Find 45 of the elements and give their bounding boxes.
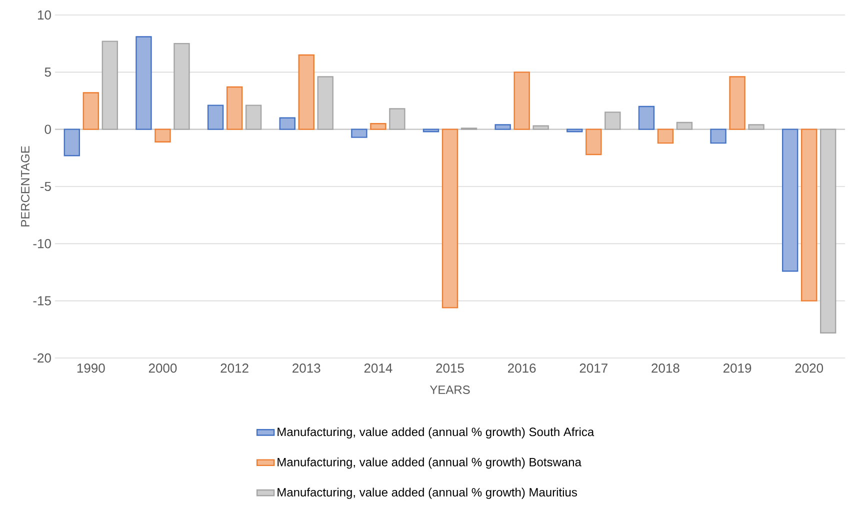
bar <box>226 86 243 130</box>
bar <box>136 36 152 130</box>
bar <box>154 128 171 143</box>
x-tick-label: 2013 <box>292 364 320 373</box>
bar <box>351 128 368 138</box>
bar <box>801 128 818 302</box>
y-axis-title: PERCENTAGE <box>20 146 30 226</box>
x-axis-title: YEARS <box>430 386 470 394</box>
y-tick-label: -20 <box>33 353 51 363</box>
x-tick-label: 2018 <box>652 364 680 373</box>
bar <box>657 128 674 144</box>
bar <box>494 124 511 130</box>
y-tick-label: 5 <box>44 68 51 77</box>
x-tick-label: 2020 <box>795 364 824 373</box>
bar <box>729 76 746 130</box>
legend-label: Manufacturing, value added (annual % growth) Botswana <box>278 458 582 469</box>
bar <box>207 104 224 130</box>
bar <box>442 128 458 308</box>
x-tick-label: 2019 <box>723 364 752 373</box>
legend-label: Manufacturing, value added (annual % growth) South Africa <box>278 427 594 439</box>
y-tick-label: -15 <box>33 296 51 306</box>
bar <box>586 128 602 156</box>
bar <box>566 128 583 132</box>
bar <box>782 128 798 272</box>
x-tick-label: 2012 <box>220 364 248 373</box>
y-tick-label: -10 <box>33 239 51 248</box>
x-tick-label: 2017 <box>580 364 608 373</box>
x-tick-label: 2014 <box>364 364 392 373</box>
bar <box>370 123 386 130</box>
bar <box>422 128 440 132</box>
y-tick-label: 10 <box>38 10 51 20</box>
bar <box>710 128 726 144</box>
y-tick-label: -5 <box>40 182 51 192</box>
bar <box>279 117 296 130</box>
x-tick-label: 1990 <box>77 364 105 373</box>
bar <box>64 128 80 156</box>
bar <box>82 92 100 130</box>
legend-label: Manufacturing, value added (annual % growth) Mauritius <box>278 488 577 499</box>
x-tick-label: 2016 <box>508 364 536 373</box>
x-tick-label: 2000 <box>148 364 177 373</box>
bar <box>514 72 530 130</box>
y-tick-label: 0 <box>44 124 51 134</box>
bar <box>638 106 655 130</box>
bar <box>298 54 314 130</box>
x-tick-label: 2015 <box>436 364 464 373</box>
